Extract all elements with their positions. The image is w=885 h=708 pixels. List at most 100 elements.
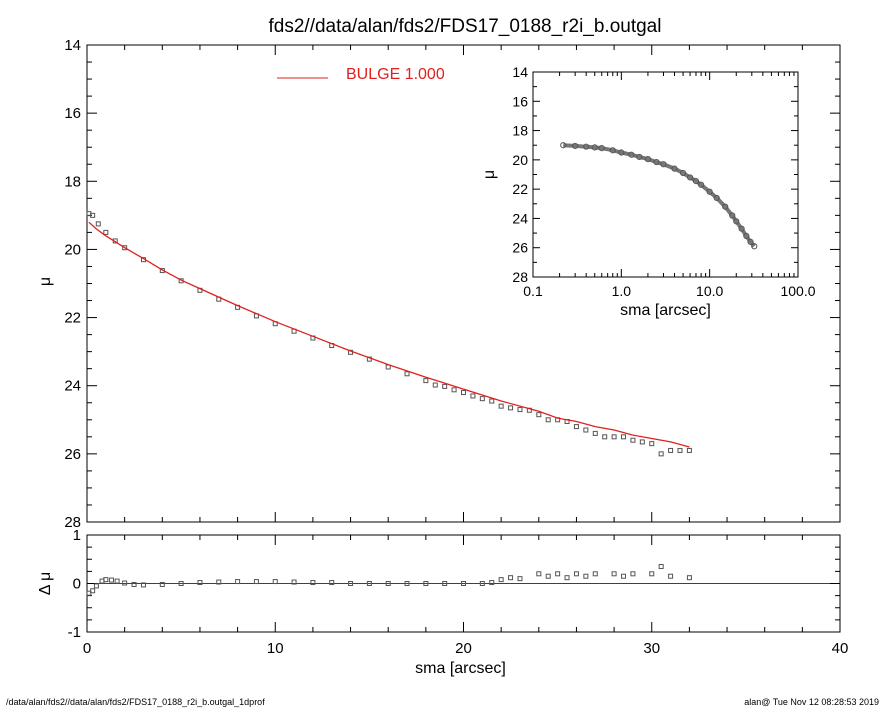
main-ytick-label: 14 <box>64 37 81 54</box>
inset-point <box>560 142 567 149</box>
residual-point <box>178 581 184 586</box>
residual-point <box>159 581 165 587</box>
data-point <box>621 434 627 440</box>
inset-point <box>729 212 736 219</box>
inset-ytick-label: 16 <box>512 93 528 109</box>
inset-point <box>751 243 758 250</box>
residual-point <box>108 577 114 583</box>
data-point <box>536 412 542 418</box>
data-point <box>517 407 523 413</box>
data-point <box>583 427 589 433</box>
inset-point <box>591 144 598 151</box>
data-point <box>461 390 466 396</box>
data-point <box>498 403 504 409</box>
inset-point <box>679 169 687 177</box>
resid-xtick-label: 10 <box>267 640 284 657</box>
inset-point <box>698 181 705 188</box>
data-point <box>432 382 438 388</box>
main-ytick-label: 16 <box>64 105 81 122</box>
resid-xtick-label: 0 <box>83 640 91 657</box>
data-point <box>668 447 674 453</box>
main-panel: 14 16 18 20 22 24 26 28 μ <box>37 37 841 531</box>
main-ytick-label: 22 <box>64 310 81 327</box>
residual-point <box>131 581 137 587</box>
residual-point <box>517 576 523 582</box>
inset-ytick-label: 22 <box>512 181 528 197</box>
residual-point <box>197 580 203 586</box>
inset-point <box>692 177 700 185</box>
data-point <box>442 383 448 389</box>
inset-ytick-label: 18 <box>512 123 528 139</box>
inset-point <box>644 156 652 163</box>
data-point <box>592 430 598 436</box>
data-point <box>95 221 101 227</box>
residual-point <box>404 581 410 586</box>
residual-point <box>555 571 561 577</box>
legend: BULGE 1.000 <box>277 66 445 83</box>
inset-point <box>636 153 643 161</box>
data-point <box>611 434 617 440</box>
data-point <box>545 417 551 423</box>
inset-ytick-label: 28 <box>512 269 528 285</box>
residual-point <box>93 583 99 589</box>
inset-ytick-label: 14 <box>512 64 528 80</box>
inset-xtick-label: 10.0 <box>696 283 723 299</box>
inset-point <box>583 143 590 150</box>
residual-point <box>366 581 372 586</box>
data-point <box>103 229 109 235</box>
residual-point <box>253 579 259 585</box>
main-ytick-label: 20 <box>64 241 81 258</box>
legend-label: BULGE 1.000 <box>346 66 445 83</box>
residual-point <box>489 580 495 586</box>
residual-point <box>668 573 674 579</box>
data-point <box>470 393 476 399</box>
residual-point <box>658 564 664 570</box>
resid-xtick-label: 20 <box>455 640 472 657</box>
inset-point <box>722 203 729 210</box>
resid-xtick-label: 40 <box>832 640 849 657</box>
residual-point <box>461 581 466 586</box>
data-point <box>451 387 457 393</box>
residual-point <box>114 578 120 584</box>
residual-point <box>592 571 598 577</box>
data-point <box>479 396 485 402</box>
residual-point <box>649 571 655 577</box>
main-ytick-label: 18 <box>64 173 81 190</box>
inset-panel: 0.1 1.0 10.0 100.0 14 16 18 20 22 24 26 28 μ sma [arc… <box>481 64 816 319</box>
residual-point <box>508 575 514 581</box>
data-point <box>423 378 429 384</box>
inset-ytick-label: 24 <box>512 210 528 226</box>
residual-point <box>348 581 354 586</box>
inset-ytick-label: 20 <box>512 152 528 168</box>
main-ylabel: μ <box>37 277 54 286</box>
bulge-model-line <box>88 221 690 448</box>
inset-point <box>628 151 635 158</box>
plot-title: fds2//data/alan/fds2/FDS17_0188_r2i_b.ou… <box>269 16 662 37</box>
data-point <box>658 451 664 457</box>
data-point <box>489 398 495 404</box>
inset-xtick-label: 100.0 <box>780 283 815 299</box>
data-point <box>639 439 645 445</box>
residual-point <box>310 580 316 586</box>
residual-point <box>235 579 241 585</box>
data-point <box>122 245 128 251</box>
data-point <box>602 434 608 440</box>
inset-point <box>733 218 740 225</box>
inset-profile-band <box>563 143 756 248</box>
residual-point <box>536 571 542 577</box>
inset-ylabel: μ <box>481 170 498 179</box>
residual-point <box>479 581 485 586</box>
resid-xtick-label: 30 <box>643 640 660 657</box>
inset-xtick-label: 1.0 <box>612 283 632 299</box>
data-point <box>649 441 655 447</box>
data-point <box>573 424 579 430</box>
resid-xlabel: sma [arcsec] <box>415 660 506 677</box>
inset-point <box>653 158 660 166</box>
inset-xlabel: sma [arcsec] <box>620 302 711 319</box>
resid-ytick-label: 1 <box>73 527 81 544</box>
residual-point <box>686 575 692 581</box>
residual-point <box>329 580 335 586</box>
inset-point <box>686 174 694 181</box>
